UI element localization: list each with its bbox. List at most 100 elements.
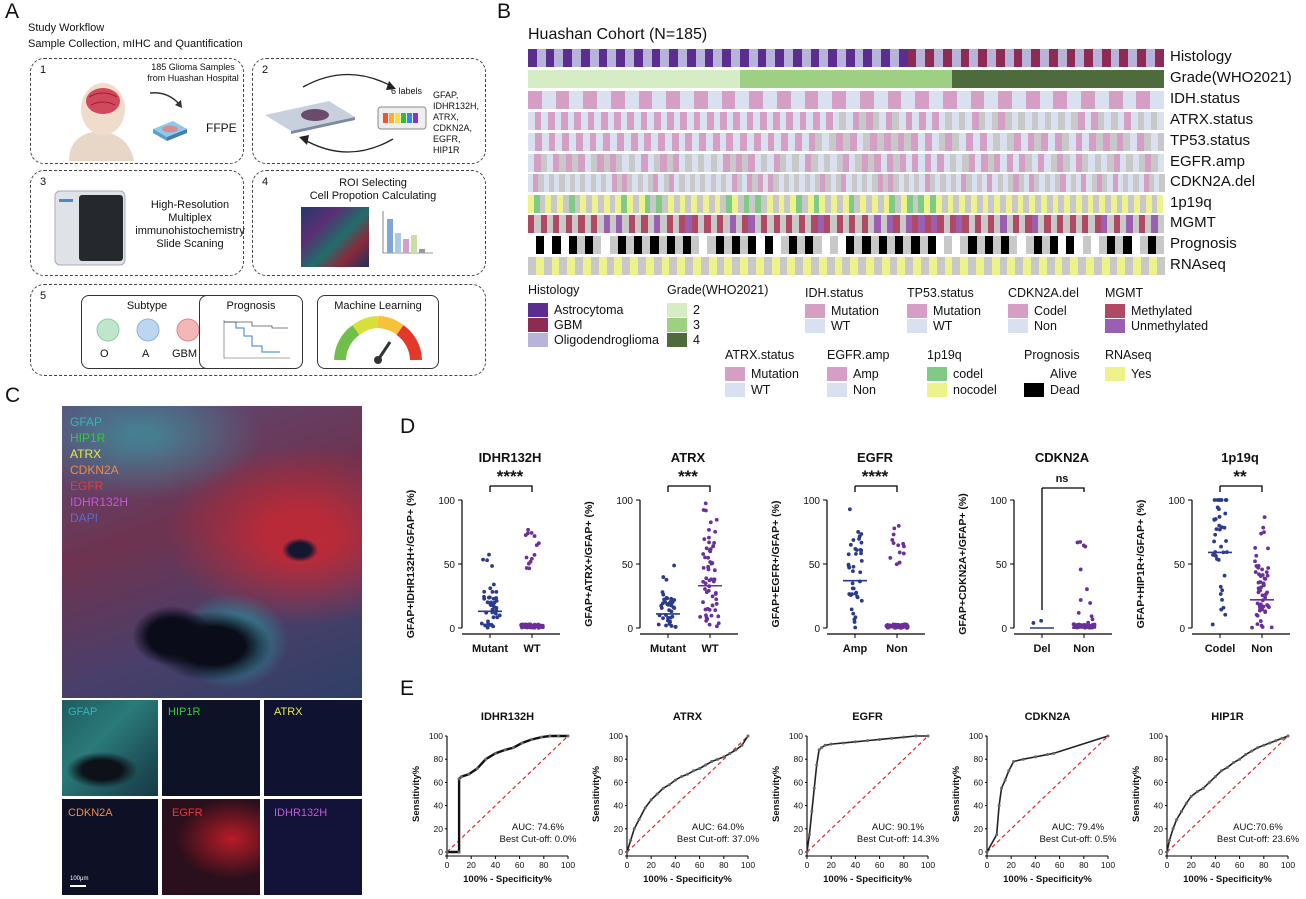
roc-point (734, 748, 738, 752)
data-point (1260, 625, 1265, 629)
track-cell (731, 174, 737, 192)
tile-hip1r: HIP1R (162, 700, 260, 796)
track-cell (1119, 215, 1127, 233)
track-cell (624, 91, 639, 109)
track-cell (968, 154, 976, 172)
data-point (493, 611, 498, 616)
track-cell (761, 195, 767, 213)
roc-point (805, 850, 809, 854)
track-cell (992, 236, 1002, 254)
track-cell (729, 215, 736, 233)
x-tick-label: Amp (843, 643, 868, 655)
track-cell (1124, 112, 1131, 130)
roc-point (1021, 757, 1025, 761)
track-cell (569, 133, 576, 151)
track-cell (699, 236, 708, 254)
track-cell (615, 195, 622, 213)
swatch (805, 319, 825, 333)
swatch (927, 367, 947, 381)
track-cell (819, 49, 829, 67)
roc-point (467, 772, 471, 776)
track-cell (1088, 154, 1095, 172)
track-cell (1113, 154, 1120, 172)
track-cell (1128, 49, 1138, 67)
track-cell (596, 133, 604, 151)
data-point (851, 586, 856, 591)
track-cell (592, 195, 598, 213)
y-tick-label: 40 (974, 801, 984, 811)
data-point (853, 615, 858, 620)
track-cell (1093, 195, 1100, 213)
y-tick-label: 50 (1174, 560, 1186, 571)
legend-rnaseq-title: RNAseq (1105, 348, 1152, 362)
track-cell (1109, 133, 1117, 151)
track-cell (685, 133, 693, 151)
roc-point (807, 833, 811, 837)
track-cell (1063, 215, 1070, 233)
track-cell (680, 91, 694, 109)
swatch (725, 383, 745, 397)
track-cell (956, 154, 963, 172)
ffpe-block-icon (153, 121, 187, 141)
track-cell (572, 215, 579, 233)
channel-dapi: DAPI (70, 511, 99, 525)
data-point (672, 598, 677, 602)
data-point (527, 566, 532, 571)
data-point (532, 552, 537, 557)
roc-point (716, 757, 720, 761)
track-cell (552, 236, 561, 254)
track-cell (759, 112, 767, 130)
track-cell (679, 215, 686, 233)
track-label: Histology (1170, 48, 1232, 65)
track-cell (669, 257, 678, 275)
significance-bracket (1041, 487, 1085, 610)
track-cell (540, 154, 547, 172)
track-cell (598, 49, 608, 67)
track-cell (1075, 49, 1085, 67)
track-cell (1143, 133, 1151, 151)
legend-item: Mutation (907, 304, 981, 318)
track-cell (1025, 236, 1034, 254)
track-cell (1101, 257, 1110, 275)
track-label: ATRX.status (1170, 111, 1254, 128)
track-cell (1086, 257, 1094, 275)
track-cell (1110, 49, 1120, 67)
roc-point (1219, 769, 1223, 773)
track-cell (1063, 154, 1070, 172)
track-cell (1157, 154, 1164, 172)
legend-label: Oligodendroglioma (554, 333, 659, 347)
track-cell (779, 215, 787, 233)
track-cell (763, 257, 772, 275)
track-cell (581, 112, 588, 130)
track-cell (1154, 49, 1164, 67)
track-cell (835, 174, 842, 192)
data-point (1224, 539, 1228, 543)
track-cell (677, 257, 686, 275)
track-cell (1000, 195, 1006, 213)
track-cell (1064, 112, 1072, 130)
label-item: EGFR, (433, 134, 461, 144)
prognosis-card: Prognosis (199, 295, 303, 369)
track-cell (808, 133, 816, 151)
track-cell (805, 154, 812, 172)
track-cell (1070, 174, 1076, 192)
data-point (703, 607, 708, 612)
track-cell (830, 174, 836, 192)
legend-cdkn2a-title: CDKN2A.del (1008, 286, 1079, 300)
slide-staining-icon (265, 73, 427, 153)
track-cell (783, 174, 789, 192)
track-cell (877, 195, 884, 213)
roc-point (649, 798, 653, 802)
y-tick-label: 60 (614, 777, 624, 787)
cell-clusters-icon (96, 318, 200, 342)
track-cell (942, 49, 952, 67)
plot-title: EGFR (852, 711, 883, 723)
roc-point (512, 746, 516, 750)
data-point (1217, 507, 1221, 512)
track-cell (553, 154, 560, 172)
track-cell (606, 174, 612, 192)
track-cell (924, 195, 931, 213)
x-tick-label: 20 (826, 860, 836, 870)
track-cell (766, 49, 776, 67)
data-point (482, 589, 487, 594)
